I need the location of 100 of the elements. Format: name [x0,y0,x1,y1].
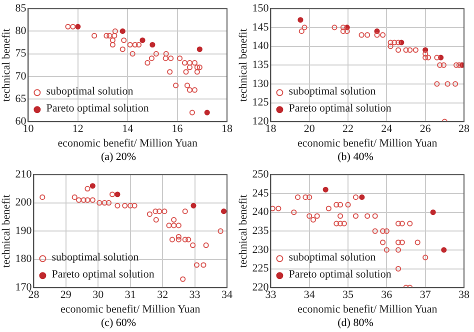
y-tick-label: 230 [252,244,270,256]
point [395,220,402,226]
point [153,51,159,57]
point [374,32,380,38]
y-tick-label: 70 [15,70,27,82]
point [452,81,458,87]
point [182,60,188,66]
y-tick-label: 240 [252,206,270,218]
x-axis-title: economic benefit/ Million Yuan [297,303,438,316]
point [372,228,378,234]
point [425,54,432,60]
point [422,254,428,260]
point [322,186,328,192]
y-axis-title: technical benefit [0,194,12,268]
point [414,240,420,246]
point [434,81,440,87]
point [403,47,409,53]
point [112,32,118,39]
x-axis-title: economic benefit/ Million Yuan [60,303,201,316]
point [395,40,402,46]
point [358,32,364,38]
point [359,194,365,200]
point [180,276,186,282]
x-axis-title: economic benefit/ Million Yuan [297,137,438,150]
point [380,228,386,234]
point [76,197,82,203]
point [169,236,176,242]
point [276,206,282,212]
point [306,194,312,200]
point [192,60,198,66]
point [173,82,179,88]
y-tick-label: 135 [252,58,270,71]
point [90,183,96,189]
point [364,213,370,219]
point [130,51,136,57]
x-tick-label: 33 [265,289,277,302]
point [392,40,398,46]
point [183,69,189,75]
x-tick-label: 14 [122,123,134,136]
point [176,56,183,62]
x-tick-label: 33 [189,289,201,302]
point [395,247,402,253]
x-tick-label: 24 [381,123,393,136]
point [440,62,447,68]
legend-label: suboptimal solution [52,251,140,264]
point [146,211,152,217]
point [176,234,182,240]
point [153,217,159,223]
x-tick-label: 20 [304,123,316,136]
point [144,60,150,66]
point [310,217,316,223]
point [84,186,90,192]
point [395,47,402,53]
point [166,222,172,228]
y-tick-label: 145 [252,21,270,34]
point [332,24,338,30]
point [189,110,196,116]
point [352,194,359,200]
point [102,200,108,206]
y-axis-title: technical benefit [237,194,250,268]
point [168,56,174,62]
point [186,64,193,70]
point [388,40,394,46]
point [156,208,162,214]
point [171,217,177,223]
point [453,62,460,68]
point [399,240,405,246]
point [194,64,200,70]
point [412,47,418,53]
point [148,56,155,62]
y-tick-label: 180 [15,253,32,266]
point [152,208,158,214]
point [84,197,90,203]
point [196,64,202,70]
point [422,54,428,60]
text: (d) 80% [336,316,374,330]
point [186,60,193,66]
point [306,213,312,219]
x-tick-label: 16 [172,123,184,136]
point [104,32,110,39]
y-tick-label: 190 [15,224,32,237]
point [120,46,126,52]
point [270,206,276,212]
point [364,32,370,38]
point [337,213,344,219]
point [380,240,386,246]
point [384,247,390,253]
point [298,28,304,34]
point [203,242,209,248]
point [204,110,210,116]
legend-label: Pareto optimal solution [46,102,150,114]
point [40,194,46,200]
y-tick-label: 235 [252,224,270,237]
x-tick-label: 12 [72,123,84,136]
point [314,213,320,219]
y-tick-label: 245 [252,187,270,200]
point [110,192,116,198]
text: (c) 60% [100,316,138,330]
point [106,200,112,206]
point [128,202,134,208]
